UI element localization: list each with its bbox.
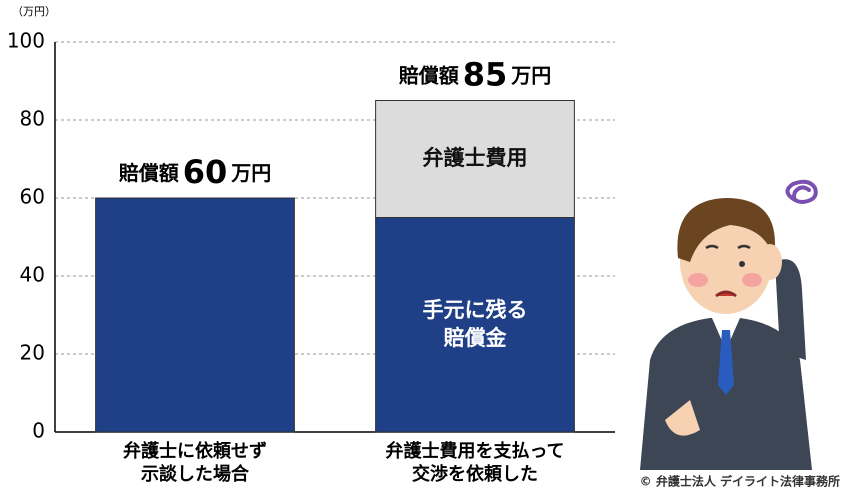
y-tick-label: 0 (32, 419, 45, 443)
total-label: 賠償額 60 万円 (119, 153, 272, 191)
total-suffix: 万円 (510, 63, 551, 87)
total-value: 60 (183, 153, 228, 191)
y-tick-label: 80 (20, 107, 45, 131)
bar-segment (375, 217, 575, 433)
y-tick-label: 20 (20, 341, 45, 365)
total-prefix: 賠償額 (399, 63, 459, 87)
x-tick-label: 弁護士費用を支払って 交渉を依頼した (385, 441, 565, 486)
credit: © 弁護士法人 デイライト法律事務所 (640, 474, 840, 489)
series-label: 手元に残る 賠償金 (422, 298, 528, 350)
bar-segment (95, 197, 295, 433)
total-label: 賠償額 85 万円 (399, 56, 552, 94)
x-tick-label: 弁護士に依頼せず 示談した場合 (123, 441, 267, 486)
y-tick-label: 60 (20, 185, 45, 209)
total-prefix: 賠償額 (119, 161, 179, 185)
bar-segment (375, 100, 575, 218)
y-tick-label: 100 (7, 29, 45, 53)
character-illustration (640, 179, 818, 470)
total-value: 85 (463, 56, 508, 94)
y-unit: （万円） (12, 5, 56, 18)
total-suffix: 万円 (230, 161, 271, 185)
y-tick-label: 40 (20, 263, 45, 287)
series-label: 弁護士費用 (422, 146, 528, 171)
